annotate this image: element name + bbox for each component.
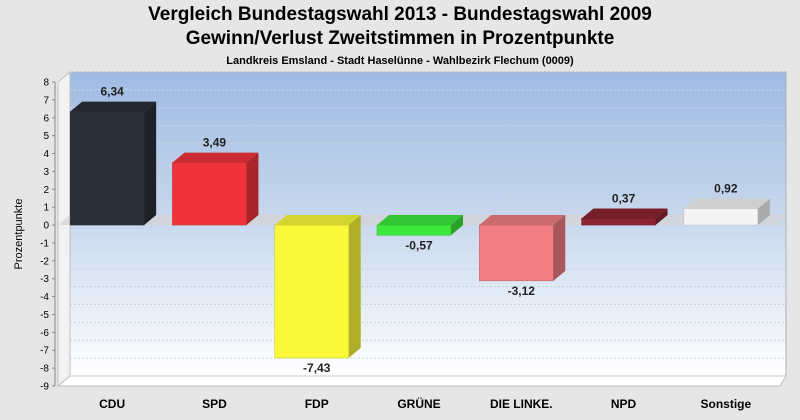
bar-sonstige [683,198,770,226]
bar-npd [581,208,668,226]
category-label: NPD [611,397,637,411]
y-tick-label: -4 [40,292,49,303]
plot-floor [56,375,787,387]
bar-top-face [479,215,566,226]
bar-side-face [655,208,668,226]
bar-top-face [683,198,770,209]
value-label: 3,49 [203,136,227,150]
bar-front-face [69,111,145,226]
bar-side-face [451,215,463,236]
bar-front-face [376,224,452,236]
value-label: -3,12 [508,284,536,298]
y-tick-label: -2 [40,256,49,267]
y-tick-label: 8 [43,78,49,89]
y-tick-label: -9 [40,382,49,393]
category-label: CDU [99,397,125,411]
y-tick-label: 2 [43,185,49,196]
y-tick-label: 4 [43,149,49,160]
y-tick-label: 3 [43,167,49,178]
bar-top-face [70,101,157,112]
bar-front-face [172,162,247,226]
bar-spd [172,152,259,226]
bar-side-face [348,215,361,358]
y-tick-label: -6 [40,328,49,339]
value-label: -0,57 [405,238,433,252]
bar-top-face [274,215,361,226]
chart-caption: Landkreis Emsland - Stadt Haselünne - Wa… [226,55,574,67]
category-label: Sonstige [701,397,752,411]
bar-top-face [377,215,463,226]
bar-side-face [757,198,770,226]
value-label: 6,34 [100,85,124,99]
y-tick-label: -3 [40,274,49,285]
y-tick-label: -5 [40,310,49,321]
value-label: 0,92 [714,182,738,196]
chart-title: Vergleich Bundestagswahl 2013 - Bundesta… [148,4,652,25]
y-tick-label: 1 [43,203,49,214]
chart-subtitle: Gewinn/Verlust Zweitstimmen in Prozentpu… [185,28,615,49]
category-label: GRÜNE [397,396,440,411]
value-labels: 6,34 3,49 -7,43 -0,57 -3,12 0,37 0,92 [100,85,737,375]
y-axis-label: Prozentpunkte [13,199,25,270]
bar-front-face [274,224,349,359]
y-tick-label: -1 [40,238,49,249]
y-tick-label: 0 [43,221,49,232]
bar-fdp [274,215,361,359]
y-tick-label: 7 [43,95,49,106]
bar-top-face [581,208,668,219]
plot-side-wall [57,70,71,388]
bar-side-face [144,101,157,226]
y-tick-label: -7 [40,346,49,357]
y-tick-label: -8 [40,364,49,375]
category-label: DIE LINKE. [490,397,553,411]
value-label: -7,43 [303,361,331,375]
bar-front-face [683,208,759,226]
bar-gr-ne [376,215,463,236]
bar-top-face [172,152,259,163]
y-axis-ticks: 8 7 6 5 4 3 2 1 0 -1 -2 -3 -4 -5 -6 -7 -8 -9 [40,78,55,393]
bars [69,101,770,359]
value-label: 0,37 [612,191,636,205]
category-label: FDP [305,397,329,411]
category-label: SPD [202,397,227,411]
category-labels: CDU SPD FDP GRÜNE DIE LINKE. NPD Sonstige [99,396,751,411]
bar-cdu [69,101,157,226]
bar-side-face [246,152,259,226]
bar-die-linke [479,215,566,282]
bar-side-face [553,215,566,281]
bar-front-face [479,224,554,282]
y-tick-label: 6 [43,113,49,124]
y-tick-label: 5 [43,131,49,142]
bar-front-face [581,218,656,226]
